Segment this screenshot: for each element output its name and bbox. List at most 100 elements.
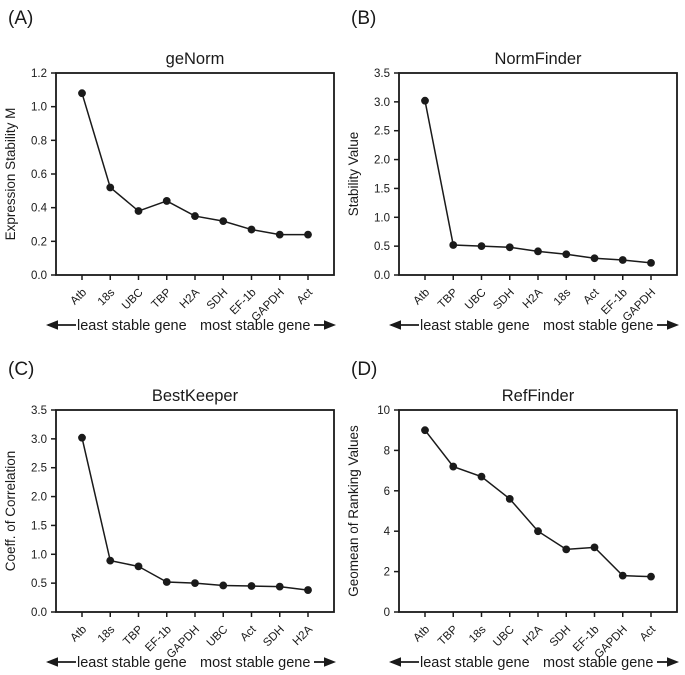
data-point bbox=[505, 243, 514, 252]
data-point bbox=[618, 571, 627, 580]
data-point bbox=[106, 183, 115, 192]
least-stable-label: least stable gene bbox=[420, 655, 530, 671]
chart-title: RefFinder bbox=[502, 387, 575, 405]
plot-frame bbox=[55, 72, 335, 276]
plot-frame bbox=[398, 72, 678, 276]
x-tick-label: UBC bbox=[205, 624, 231, 650]
right-arrow-icon bbox=[314, 320, 336, 330]
panel-a: (A) geNorm Expression Stability M 0.0 0.2… bbox=[0, 0, 343, 337]
y-tick-label: 1.0 bbox=[31, 549, 47, 561]
x-tick-label: TBP bbox=[150, 286, 175, 311]
least-stable-label: least stable gene bbox=[77, 655, 187, 671]
y-tick-label: 2.5 bbox=[374, 126, 390, 138]
chart-reffinder: (D) RefFinder Geomean of Ranking Values … bbox=[346, 359, 679, 671]
panel-letter: (A) bbox=[8, 8, 33, 29]
x-tick-label: Atb bbox=[68, 287, 89, 308]
chart-genorm: (A) geNorm Expression Stability M 0.0 0.2… bbox=[3, 8, 336, 334]
data-point bbox=[134, 207, 143, 215]
y-tick-label: 10 bbox=[377, 405, 390, 417]
panel-letter: (B) bbox=[351, 8, 376, 29]
y-tick-label: 0.8 bbox=[31, 135, 47, 147]
y-tick-label: 3.0 bbox=[31, 434, 47, 446]
data-point bbox=[219, 581, 228, 590]
x-tick-label: SDH bbox=[548, 624, 574, 650]
panel-letter: (D) bbox=[351, 359, 377, 380]
data-point bbox=[477, 242, 486, 251]
x-tick-label: Act bbox=[581, 286, 602, 307]
right-arrow-icon bbox=[657, 657, 679, 667]
x-tick-label: Act bbox=[238, 623, 259, 644]
x-tick-label: H2A bbox=[521, 623, 546, 648]
data-point bbox=[247, 225, 256, 234]
y-tick-label: 0 bbox=[384, 607, 390, 619]
y-tick-label: 6 bbox=[384, 486, 390, 498]
data-point bbox=[275, 230, 284, 239]
y-tick-label: 0.2 bbox=[31, 236, 47, 248]
left-arrow-icon bbox=[389, 320, 419, 330]
y-tick-label: 0.4 bbox=[31, 203, 48, 215]
x-tick-label: Act bbox=[295, 286, 316, 307]
x-tick-label: 18s bbox=[552, 286, 574, 308]
left-arrow-icon bbox=[46, 320, 76, 330]
data-point bbox=[562, 250, 571, 259]
data-point bbox=[477, 472, 486, 481]
y-tick-label: 2.5 bbox=[31, 463, 47, 475]
data-line bbox=[424, 429, 652, 578]
panel-letter: (C) bbox=[8, 359, 34, 380]
data-point bbox=[162, 197, 171, 205]
chart-title: NormFinder bbox=[494, 50, 582, 68]
data-point bbox=[647, 258, 655, 267]
most-stable-label: most stable gene bbox=[200, 655, 310, 671]
chart-title: geNorm bbox=[166, 50, 225, 68]
plot-area: 0.0 0.5 1.0 1.5 2.0 2.5 3.0 3.5 Atb TBP UBC SDH H2A 1… bbox=[374, 68, 678, 324]
data-point bbox=[562, 545, 571, 554]
x-tick-label: TBP bbox=[121, 623, 146, 648]
data-point bbox=[162, 578, 171, 586]
x-tick-label: Act bbox=[638, 623, 659, 644]
y-tick-label: 1.0 bbox=[374, 212, 390, 224]
data-point bbox=[505, 494, 514, 503]
left-arrow-icon bbox=[389, 657, 419, 667]
data-point bbox=[191, 579, 199, 588]
x-tick-label: 18s bbox=[96, 286, 118, 308]
data-point bbox=[534, 247, 542, 256]
stability-annotation: least stable gene most stable gene bbox=[389, 318, 679, 334]
x-tick-label: Atb bbox=[411, 287, 432, 308]
x-tick-label: UBC bbox=[491, 624, 517, 650]
left-arrow-icon bbox=[46, 657, 76, 667]
x-tick-label: SDH bbox=[205, 287, 231, 313]
data-point bbox=[191, 212, 199, 220]
least-stable-label: least stable gene bbox=[420, 318, 530, 334]
y-axis-label: Stability Value bbox=[346, 132, 361, 217]
x-tick-label: H2A bbox=[291, 623, 316, 648]
y-tick-label: 3.5 bbox=[31, 405, 47, 417]
stability-annotation: least stable gene most stable gene bbox=[46, 655, 336, 671]
panel-b: (B) NormFinder Stability Value 0.0 0.5 1.0… bbox=[343, 0, 685, 337]
data-point bbox=[534, 527, 542, 536]
data-point bbox=[647, 572, 655, 581]
y-tick-label: 0.0 bbox=[31, 270, 47, 282]
data-point bbox=[421, 426, 429, 435]
x-tick-label: Atb bbox=[411, 624, 432, 645]
y-tick-label: 1.5 bbox=[374, 183, 390, 195]
stability-annotation: least stable gene most stable gene bbox=[46, 318, 336, 334]
y-axis-label: Geomean of Ranking Values bbox=[346, 425, 361, 597]
x-tick-label: SDH bbox=[491, 287, 517, 313]
x-tick-label: 18s bbox=[96, 623, 118, 645]
data-line bbox=[424, 100, 652, 264]
data-point bbox=[78, 433, 86, 442]
stability-annotation: least stable gene most stable gene bbox=[389, 655, 679, 671]
y-tick-label: 0.0 bbox=[374, 270, 390, 282]
y-tick-label: 1.5 bbox=[31, 520, 47, 532]
data-point bbox=[421, 96, 429, 105]
y-tick-label: 8 bbox=[384, 445, 390, 457]
chart-bestkeeper: (C) BestKeeper Coeff. of Correlation 0.0… bbox=[3, 359, 336, 671]
y-tick-label: 2 bbox=[384, 567, 390, 579]
y-tick-label: 3.0 bbox=[374, 97, 390, 109]
data-point bbox=[219, 217, 228, 226]
y-tick-label: 3.5 bbox=[374, 68, 390, 80]
data-point bbox=[618, 256, 627, 264]
